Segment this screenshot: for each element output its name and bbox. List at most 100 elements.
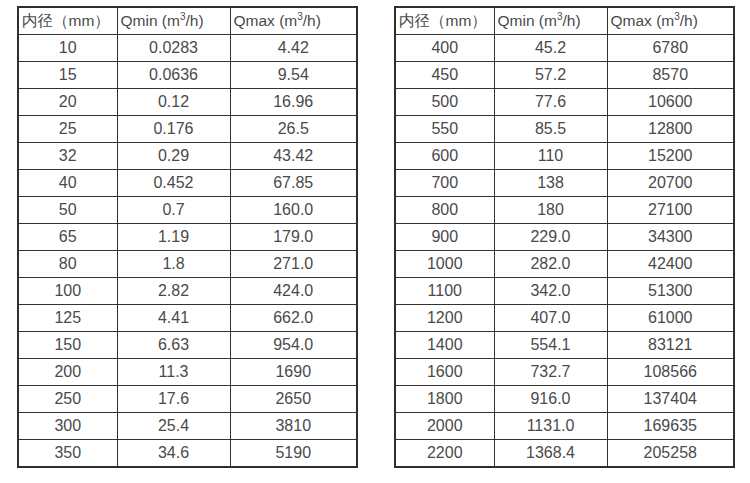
table-cell: 700 — [395, 170, 494, 197]
table-cell: 600 — [395, 143, 494, 170]
table-row: 1600732.7108566 — [395, 359, 734, 386]
table-row: 80018027100 — [395, 197, 734, 224]
header-qmax: Qmax (m3/h) — [230, 7, 357, 35]
table-cell: 34.6 — [117, 440, 230, 468]
table-row: 400.45267.85 — [18, 170, 357, 197]
header-qmin-unit: /h) — [562, 12, 580, 29]
table-cell: 179.0 — [230, 224, 357, 251]
table-cell: 250 — [18, 386, 117, 413]
table-row: 651.19179.0 — [18, 224, 357, 251]
table-row: 1800916.0137404 — [395, 386, 734, 413]
table-cell: 34300 — [607, 224, 734, 251]
table-cell: 1368.4 — [494, 440, 607, 468]
table-cell: 15 — [18, 62, 117, 89]
table-cell: 350 — [18, 440, 117, 468]
table-cell: 0.12 — [117, 89, 230, 116]
table-cell: 205258 — [607, 440, 734, 468]
table-cell: 1200 — [395, 305, 494, 332]
table-cell: 2000 — [395, 413, 494, 440]
table-cell: 900 — [395, 224, 494, 251]
table-cell: 1400 — [395, 332, 494, 359]
table-row: 1002.82424.0 — [18, 278, 357, 305]
table-cell: 25 — [18, 116, 117, 143]
flow-spec-table-small-diameters: 内径（mm） Qmin (m3/h) Qmax (m3/h) 100.02834… — [17, 6, 358, 468]
table-cell: 6780 — [607, 35, 734, 62]
table-row: 1254.41662.0 — [18, 305, 357, 332]
table-cell: 110 — [494, 143, 607, 170]
table-cell: 0.7 — [117, 197, 230, 224]
table-cell: 2200 — [395, 440, 494, 468]
table-row: 801.8271.0 — [18, 251, 357, 278]
table-cell: 51300 — [607, 278, 734, 305]
table-cell: 554.1 — [494, 332, 607, 359]
header-qmax-unit: /h) — [303, 12, 321, 29]
header-qmax-unit: /h) — [680, 12, 698, 29]
table-cell: 200 — [18, 359, 117, 386]
table-row: 22001368.4205258 — [395, 440, 734, 468]
table-cell: 1000 — [395, 251, 494, 278]
header-qmax-text: Qmax (m — [234, 12, 298, 29]
table-cell: 342.0 — [494, 278, 607, 305]
table-cell: 50 — [18, 197, 117, 224]
table-row: 500.7160.0 — [18, 197, 357, 224]
table-cell: 954.0 — [230, 332, 357, 359]
table-cell: 11.3 — [117, 359, 230, 386]
table-cell: 550 — [395, 116, 494, 143]
table-cell: 1600 — [395, 359, 494, 386]
table-row: 1000282.042400 — [395, 251, 734, 278]
table-row: 1506.63954.0 — [18, 332, 357, 359]
header-qmin: Qmin (m3/h) — [494, 7, 607, 35]
table-row: 35034.65190 — [18, 440, 357, 468]
table-row: 150.06369.54 — [18, 62, 357, 89]
table-cell: 32 — [18, 143, 117, 170]
table-cell: 83121 — [607, 332, 734, 359]
table-cell: 16.96 — [230, 89, 357, 116]
header-qmin: Qmin (m3/h) — [117, 7, 230, 35]
table-cell: 8570 — [607, 62, 734, 89]
table-row: 20011.31690 — [18, 359, 357, 386]
header-qmin-text: Qmin (m — [121, 12, 180, 29]
table-cell: 108566 — [607, 359, 734, 386]
table-cell: 271.0 — [230, 251, 357, 278]
table-header: 内径（mm） Qmin (m3/h) Qmax (m3/h) — [395, 7, 734, 35]
table-cell: 662.0 — [230, 305, 357, 332]
table-row: 1200407.061000 — [395, 305, 734, 332]
table-row: 250.17626.5 — [18, 116, 357, 143]
header-row: 内径（mm） Qmin (m3/h) Qmax (m3/h) — [18, 7, 357, 35]
header-qmax: Qmax (m3/h) — [607, 7, 734, 35]
table-row: 900229.034300 — [395, 224, 734, 251]
table-cell: 400 — [395, 35, 494, 62]
table-cell: 282.0 — [494, 251, 607, 278]
table-cell: 1690 — [230, 359, 357, 386]
table-body: 100.02834.42150.06369.54200.1216.96250.1… — [18, 35, 357, 468]
table-cell: 3810 — [230, 413, 357, 440]
table-cell: 1800 — [395, 386, 494, 413]
table-cell: 4.41 — [117, 305, 230, 332]
table-row: 20001131.0169635 — [395, 413, 734, 440]
header-qmax-text: Qmax (m — [611, 12, 675, 29]
table-cell: 800 — [395, 197, 494, 224]
table-cell: 85.5 — [494, 116, 607, 143]
table-row: 1400554.183121 — [395, 332, 734, 359]
table-cell: 27100 — [607, 197, 734, 224]
table-cell: 150 — [18, 332, 117, 359]
table-cell: 10600 — [607, 89, 734, 116]
table-row: 30025.43810 — [18, 413, 357, 440]
table-cell: 5190 — [230, 440, 357, 468]
table-body: 40045.2678045057.2857050077.61060055085.… — [395, 35, 734, 468]
header-qmin-text: Qmin (m — [498, 12, 557, 29]
table-cell: 1.8 — [117, 251, 230, 278]
table-cell: 67.85 — [230, 170, 357, 197]
table-cell: 61000 — [607, 305, 734, 332]
table-cell: 732.7 — [494, 359, 607, 386]
table-cell: 300 — [18, 413, 117, 440]
table-row: 60011015200 — [395, 143, 734, 170]
table-cell: 180 — [494, 197, 607, 224]
table-cell: 25.4 — [117, 413, 230, 440]
table-row: 55085.512800 — [395, 116, 734, 143]
table-cell: 138 — [494, 170, 607, 197]
table-row: 50077.610600 — [395, 89, 734, 116]
table-cell: 77.6 — [494, 89, 607, 116]
table-cell: 916.0 — [494, 386, 607, 413]
table-cell: 4.42 — [230, 35, 357, 62]
